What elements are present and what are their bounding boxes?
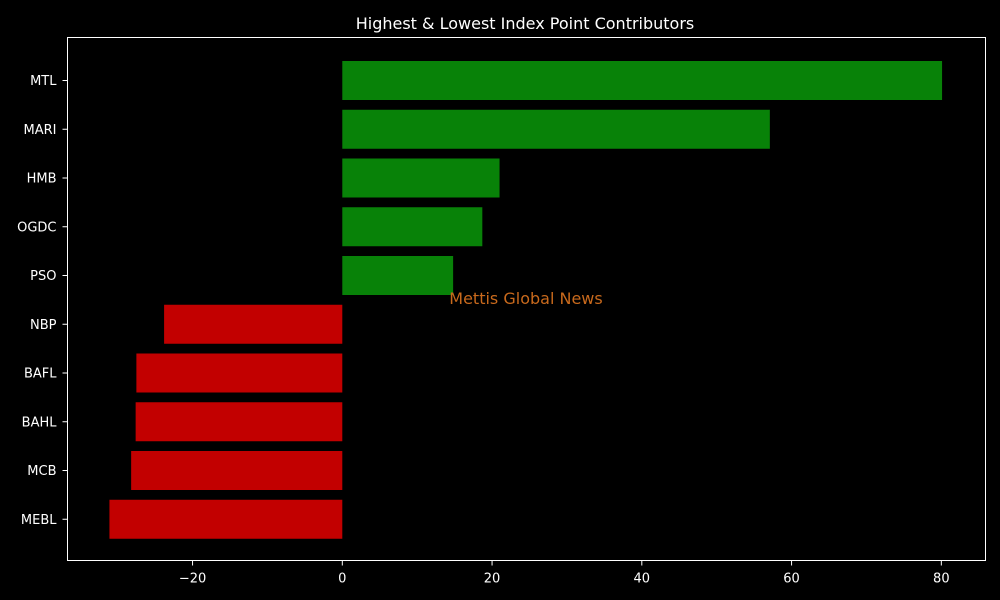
- bar-ogdc: [342, 207, 483, 247]
- y-tick-label: PSO: [30, 269, 56, 284]
- x-tick-label: 80: [933, 572, 950, 587]
- y-tick-label: MARI: [24, 123, 57, 138]
- bar-mebl: [109, 499, 343, 539]
- watermark-text: Mettis Global News: [449, 289, 602, 308]
- bar-mari: [342, 109, 770, 149]
- bars-layer: [109, 61, 943, 539]
- x-axis: −20 0 20 40 60 80: [179, 560, 950, 587]
- y-tick-label: NBP: [30, 318, 57, 333]
- y-tick-label: MTL: [30, 74, 57, 89]
- x-tick-label: 60: [783, 572, 800, 587]
- y-tick-label: HMB: [27, 172, 57, 187]
- x-tick-label: 0: [338, 572, 346, 587]
- chart-title: Highest & Lowest Index Point Contributor…: [356, 14, 695, 33]
- bar-mtl: [342, 61, 943, 100]
- bar-bahl: [135, 402, 343, 442]
- y-tick-label: OGDC: [17, 220, 56, 235]
- x-tick-label: 40: [634, 572, 651, 587]
- x-tick-label: −20: [179, 572, 206, 587]
- bar-pso: [342, 256, 454, 295]
- bar-bafl: [136, 353, 343, 393]
- y-tick-label: MCB: [27, 464, 56, 479]
- x-tick-label: 20: [484, 572, 501, 587]
- y-tick-label: BAHL: [22, 415, 58, 430]
- y-tick-label: MEBL: [21, 513, 57, 528]
- bar-hmb: [342, 158, 500, 198]
- bar-mcb: [131, 451, 343, 490]
- y-tick-label: BAFL: [24, 367, 57, 382]
- plot-frame: [67, 37, 986, 561]
- bar-nbp: [164, 304, 343, 344]
- y-axis: MTL MARI HMB OGDC PSO NBP BAFL BAHL MCB MEBL: [17, 74, 68, 528]
